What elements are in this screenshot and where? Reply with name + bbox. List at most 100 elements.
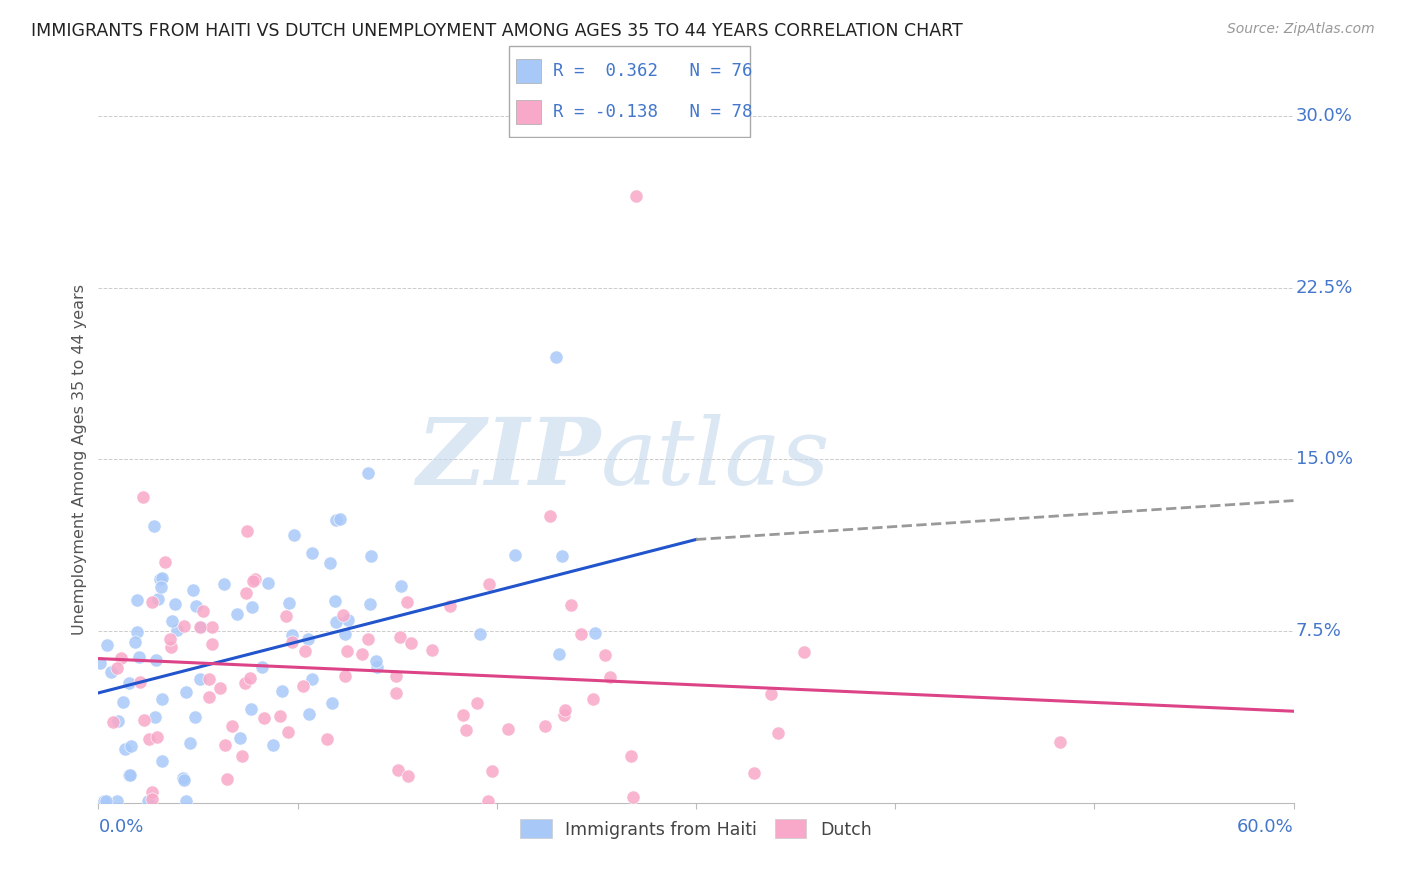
Point — [364, 654, 387, 668]
Point — [257, 575, 280, 590]
Point — [391, 579, 413, 593]
Point — [253, 711, 276, 725]
Legend: Immigrants from Haiti, Dutch: Immigrants from Haiti, Dutch — [513, 813, 879, 846]
Point — [172, 771, 194, 785]
Point — [761, 688, 783, 702]
Point — [166, 624, 188, 638]
Point — [146, 592, 169, 607]
Point — [105, 793, 128, 807]
Point — [477, 793, 499, 807]
Point — [141, 785, 163, 799]
Point — [159, 640, 181, 654]
Point — [214, 738, 236, 752]
Point — [534, 719, 557, 733]
Point — [297, 632, 319, 646]
Point — [240, 600, 263, 615]
Text: 30.0%: 30.0% — [1296, 107, 1353, 125]
Point — [283, 528, 305, 542]
Point — [481, 764, 503, 779]
Point — [120, 739, 142, 753]
Point — [242, 574, 264, 588]
Point — [107, 661, 129, 675]
Point — [274, 609, 297, 624]
Point — [136, 793, 159, 807]
Point — [159, 632, 181, 646]
Point — [245, 572, 267, 586]
Point — [336, 644, 359, 658]
Point — [478, 577, 501, 591]
Point — [236, 524, 259, 538]
Point — [183, 582, 205, 597]
Point — [150, 691, 173, 706]
Text: 0.0%: 0.0% — [98, 818, 143, 836]
Point — [184, 599, 207, 613]
Point — [129, 674, 152, 689]
Point — [114, 741, 136, 756]
Point — [250, 659, 273, 673]
Point — [146, 730, 169, 744]
Point — [173, 619, 195, 633]
Point — [548, 647, 571, 661]
Point — [215, 772, 238, 787]
Point — [231, 749, 253, 764]
Point — [388, 631, 411, 645]
Point — [198, 672, 221, 686]
Point — [496, 722, 519, 736]
Point — [124, 635, 146, 649]
Point — [155, 555, 177, 569]
Point — [325, 615, 347, 629]
Point — [357, 466, 380, 480]
Point — [766, 726, 789, 740]
Point — [150, 580, 173, 594]
Point — [337, 613, 360, 627]
Point — [141, 791, 163, 805]
Point — [1049, 735, 1071, 749]
Text: 60.0%: 60.0% — [1237, 818, 1294, 836]
FancyBboxPatch shape — [509, 45, 749, 137]
Point — [165, 597, 187, 611]
Point — [560, 598, 582, 612]
Point — [143, 710, 166, 724]
Point — [350, 647, 373, 661]
Point — [201, 637, 224, 651]
Point — [239, 671, 262, 685]
Point — [395, 595, 418, 609]
Text: 22.5%: 22.5% — [1296, 278, 1354, 297]
Point — [546, 350, 568, 364]
Point — [294, 644, 316, 658]
Point — [554, 703, 576, 717]
Point — [385, 669, 408, 683]
Point — [271, 684, 294, 698]
Point — [360, 549, 382, 564]
Point — [128, 650, 150, 665]
Point — [198, 690, 221, 704]
Point — [366, 659, 388, 673]
Point — [420, 643, 443, 657]
Point — [396, 769, 419, 783]
Point — [221, 719, 243, 733]
Point — [456, 723, 478, 738]
Point — [470, 627, 492, 641]
Point — [359, 597, 381, 611]
Point — [132, 490, 155, 504]
Point — [111, 695, 134, 709]
Point — [94, 793, 117, 807]
Point — [142, 518, 165, 533]
Point — [318, 556, 340, 570]
Point — [626, 189, 648, 203]
Point — [551, 549, 574, 563]
Point — [183, 710, 205, 724]
Point — [212, 577, 235, 591]
Point — [281, 628, 304, 642]
Point — [582, 691, 605, 706]
Point — [173, 773, 195, 788]
Point — [620, 748, 643, 763]
Point — [301, 546, 323, 560]
Point — [200, 620, 222, 634]
Point — [387, 763, 409, 777]
Point — [100, 665, 122, 680]
Point — [281, 635, 304, 649]
Point — [174, 685, 197, 699]
Point — [118, 676, 141, 690]
Point — [315, 732, 337, 747]
